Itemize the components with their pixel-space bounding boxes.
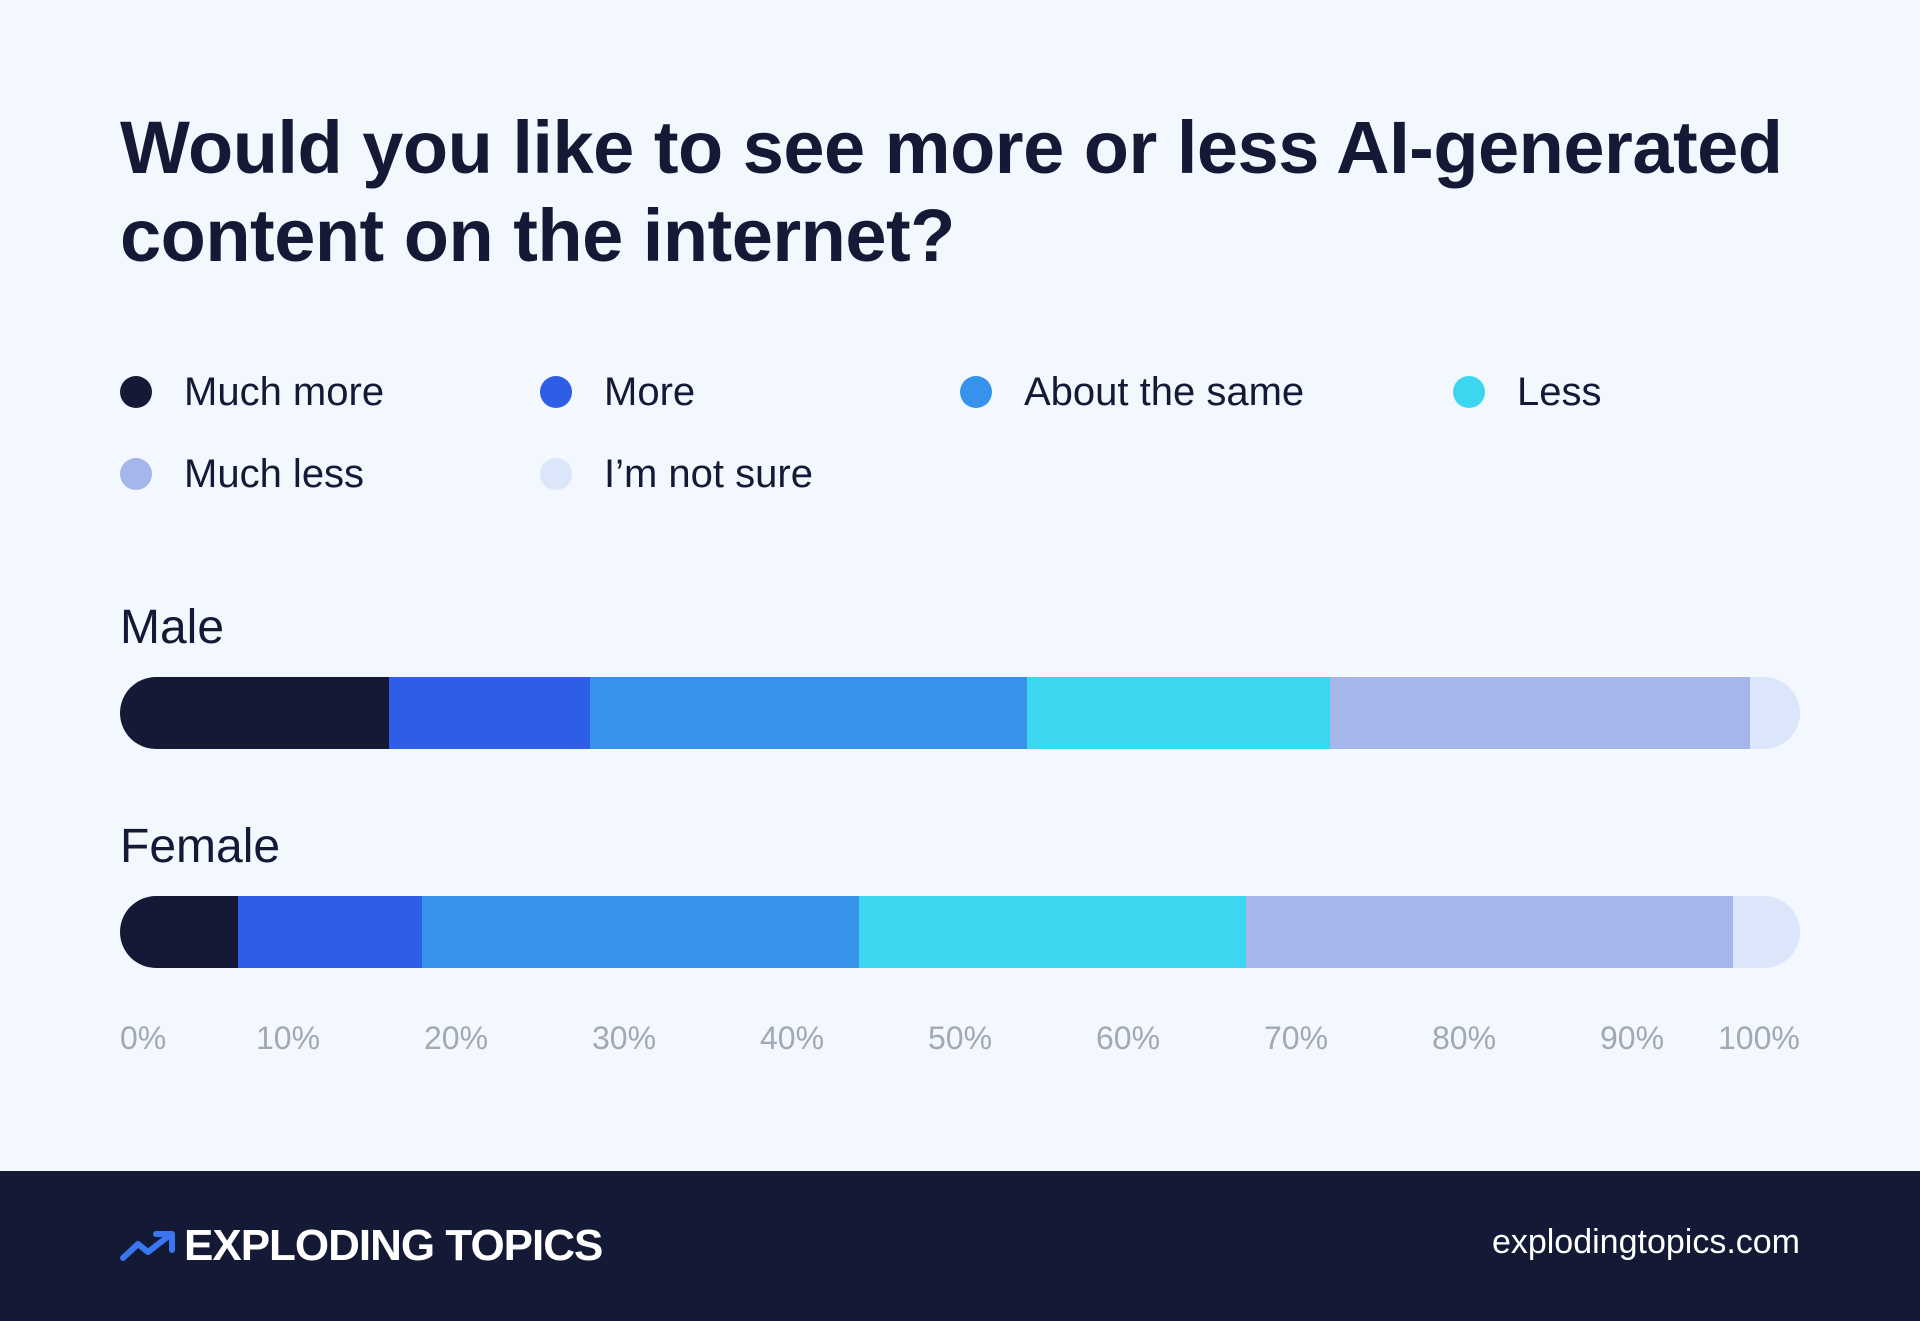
legend-swatch-more (540, 376, 572, 408)
x-tick-label: 80% (1432, 1020, 1497, 1056)
x-tick-label: 0% (120, 1020, 167, 1056)
x-tick-label: 90% (1600, 1020, 1665, 1056)
legend-item-less: Less (1453, 362, 1602, 422)
bar-segment-more (388, 677, 591, 749)
chart-title: Would you like to see more or less AI-ge… (120, 106, 1783, 277)
bar-segment-much-more (120, 896, 239, 968)
bar-segment-about-the-same (590, 677, 1028, 749)
legend-item-much-more: Much more (120, 362, 384, 422)
category-label-male: Male (120, 601, 225, 654)
bar-segment-more (237, 896, 423, 968)
x-tick-label: 40% (760, 1020, 825, 1056)
bar-segment-about-the-same (422, 896, 860, 968)
x-tick-label: 70% (1264, 1020, 1329, 1056)
legend-label-about-the-same: About the same (1024, 369, 1305, 414)
legend-label-more: More (604, 369, 696, 414)
legend-label-not-sure: I’m not sure (604, 451, 813, 496)
chart-legend: Much more More About the same Less Much … (120, 362, 1820, 542)
x-axis: 0% 10% 20% 30% 40% 50% 60% 70% 80% 90% 1… (120, 1020, 1800, 1064)
category-label-female: Female (120, 820, 281, 873)
brand-name: EXPLODING TOPICS (184, 1221, 603, 1270)
stacked-bar-female (120, 896, 1800, 968)
brand-logo[interactable]: EXPLODING TOPICS (120, 1221, 603, 1271)
bar-segment-much-more (120, 677, 390, 749)
x-tick-label: 20% (424, 1020, 489, 1056)
legend-swatch-not-sure (540, 458, 572, 490)
legend-item-not-sure: I’m not sure (540, 444, 813, 504)
site-url[interactable]: explodingtopics.com (1491, 1223, 1800, 1261)
bar-segment-much-less (1329, 677, 1751, 749)
bar-segment-i-m-not-sure (1732, 896, 1800, 968)
x-tick-label: 30% (592, 1020, 657, 1056)
x-tick-label: 60% (1096, 1020, 1161, 1056)
bar-segment-less (1027, 677, 1331, 749)
legend-swatch-less (1453, 376, 1485, 408)
legend-item-about-the-same: About the same (960, 362, 1304, 422)
stacked-bar-male (120, 677, 1800, 749)
trend-arrow-icon (120, 1231, 175, 1261)
legend-swatch-much-more (120, 376, 152, 408)
legend-swatch-much-less (120, 458, 152, 490)
bar-segment-i-m-not-sure (1749, 677, 1800, 749)
legend-swatch-about-the-same (960, 376, 992, 408)
x-tick-label: 10% (256, 1020, 321, 1056)
footer: EXPLODING TOPICS explodingtopics.com (0, 1171, 1920, 1321)
legend-label-much-less: Much less (184, 451, 365, 496)
legend-label-less: Less (1517, 369, 1602, 414)
x-tick-label: 50% (928, 1020, 993, 1056)
legend-item-much-less: Much less (120, 444, 364, 504)
bar-segment-much-less (1245, 896, 1734, 968)
legend-item-more: More (540, 362, 695, 422)
x-tick-label: 100% (1718, 1020, 1800, 1056)
bar-segment-less (859, 896, 1247, 968)
legend-label-much-more: Much more (184, 369, 385, 414)
